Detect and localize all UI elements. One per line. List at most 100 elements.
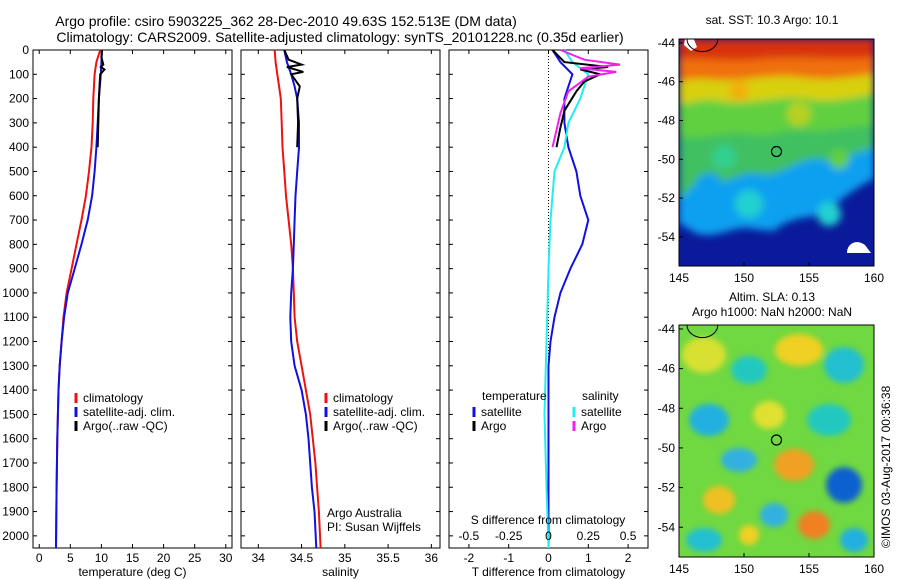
legend-label: satellite-adj. clim.: [333, 405, 425, 419]
sst-heatmap: [679, 39, 874, 266]
x-tick-label: 20: [157, 551, 171, 565]
x-tick-label: 30: [219, 551, 233, 565]
map-lat-tick-label: -44: [658, 322, 676, 336]
map-lon-tick-label: 145: [669, 562, 689, 576]
legend-label: Argo(..raw -QC): [83, 419, 168, 433]
map-lat-tick-label: -46: [658, 75, 676, 89]
depth-tick-label: 900: [9, 262, 29, 276]
map-lat-tick-label: -50: [658, 152, 676, 166]
legend-label: climatology: [333, 391, 393, 405]
difference-profile-panel: -2 -1 0 1 2T difference from climatology temp…: [448, 49, 649, 579]
map-lon-tick-label: 155: [799, 562, 819, 576]
x-tick-label: 34.5: [290, 551, 314, 565]
x-tick-label: 34: [252, 551, 266, 565]
legend-label: Argo(..raw -QC): [333, 419, 418, 433]
depth-tick-label: 700: [9, 213, 29, 227]
map-lat-tick-label: -54: [658, 520, 676, 534]
figure-title-line1: Argo profile: csiro 5903225_362 28-Dec-2…: [55, 13, 517, 29]
map-lat-tick-label: -46: [658, 362, 676, 376]
figure-title-line2: Climatology: CARS2009. Satellite-adjuste…: [56, 29, 623, 45]
x-tick-label: 25: [188, 551, 202, 565]
series-line-temperature-argo: [551, 49, 609, 148]
legend-label: satellite: [481, 405, 522, 419]
depth-tick-label: 100: [9, 67, 29, 81]
legend-label: satellite-adj. clim.: [83, 405, 175, 419]
depth-tick-label: 1300: [2, 359, 29, 373]
x-tick-label: 0: [545, 551, 552, 565]
sla-heatmap: [679, 325, 874, 557]
depth-tick-label: 500: [9, 164, 29, 178]
series-line-satellite-adj-clim-: [283, 49, 318, 549]
legend-label: satellite: [581, 405, 622, 419]
depth-tick-label: 200: [9, 92, 29, 106]
map-lon-tick-label: 155: [799, 271, 819, 285]
depth-tick-label: 1000: [2, 286, 29, 300]
s-tick-label: -0.25: [495, 529, 523, 543]
legend-label: Argo: [581, 419, 607, 433]
depth-tick-label: 600: [9, 189, 29, 203]
depth-tick-label: 1100: [3, 310, 29, 324]
depth-tick-label: 0: [22, 43, 29, 57]
legend-label: climatology: [83, 391, 143, 405]
x-tick-label: 35: [338, 551, 352, 565]
sla-map-panel: Altim. SLA: 0.13 Argo h1000: NaN h2000: …: [658, 290, 885, 576]
series-line-argo-raw-qc-: [283, 49, 306, 148]
plot-frame: [32, 49, 233, 549]
series-line-salinity-satellite: [543, 49, 590, 549]
map-lat-tick-label: -52: [658, 481, 676, 495]
depth-tick-label: 1800: [2, 480, 29, 494]
series-line-climatology: [55, 49, 102, 549]
x-tick-label: 0: [36, 551, 43, 565]
depth-tick-label: 2000: [2, 529, 29, 543]
depth-tick-label: 1900: [2, 505, 29, 519]
legend-group-title: temperature: [482, 389, 547, 403]
series-line-temperature-satellite: [547, 49, 590, 548]
map-lon-tick-label: 160: [864, 271, 884, 285]
s-tick-label: 0.25: [577, 529, 601, 543]
x-tick-label: -1: [503, 551, 514, 565]
s-tick-label: 0.5: [620, 529, 637, 543]
x-tick-label: 2: [625, 551, 632, 565]
map-lat-tick-label: -48: [658, 113, 676, 127]
depth-tick-label: 1600: [2, 432, 29, 446]
pi-note: PI: Susan Wijffels: [327, 520, 421, 534]
x-axis-label: T difference from climatology: [472, 565, 626, 579]
legend-group-title: salinity: [582, 389, 619, 403]
series-line-satellite-adj-clim-: [55, 49, 103, 549]
map-lat-tick-label: -50: [658, 441, 676, 455]
depth-tick-label: 300: [9, 116, 29, 130]
map-lat-tick-label: -54: [658, 230, 676, 244]
sla-map-title-line2: Argo h1000: NaN h2000: NaN: [692, 305, 852, 319]
s-tick-label: -0.5: [459, 529, 480, 543]
depth-tick-label: 1500: [2, 407, 29, 421]
s-tick-label: 0: [545, 529, 552, 543]
depth-tick-label: 1700: [2, 456, 29, 470]
float-position-marker: [770, 145, 783, 158]
x-tick-label: 1: [585, 551, 592, 565]
plot-frame: [240, 49, 441, 549]
map-lon-tick-label: 160: [864, 562, 884, 576]
sst-map-title: sat. SST: 10.3 Argo: 10.1: [706, 13, 839, 27]
depth-tick-label: 800: [9, 237, 29, 251]
temperature-profile-panel: 0100200300400500600700800900100011001200…: [2, 43, 232, 579]
sla-map-title-line1: Altim. SLA: 0.13: [729, 290, 815, 304]
x-tick-label: 10: [95, 551, 109, 565]
x-tick-label: 36: [425, 551, 439, 565]
depth-tick-label: 1200: [2, 335, 29, 349]
x-axis-label: salinity: [322, 565, 359, 579]
coastline-outline: [686, 38, 719, 53]
s-axis-label: S difference from climatology: [471, 513, 626, 527]
salinity-profile-panel: 34 34.5 35 35.5 36 salinity climatologysatelli…: [240, 49, 441, 579]
map-lon-tick-label: 150: [734, 562, 754, 576]
institution-note: Argo Australia: [327, 506, 402, 520]
map-lat-tick-label: -44: [658, 36, 676, 50]
series-line-salinity-argo: [551, 49, 621, 148]
map-lon-tick-label: 145: [669, 271, 689, 285]
depth-tick-label: 400: [9, 140, 29, 154]
depth-tick-label: 1400: [2, 383, 29, 397]
copyright-footer: ©IMOS 03-Aug-2017 00:36:38: [879, 385, 893, 548]
float-position-marker: [770, 434, 783, 446]
x-tick-label: 15: [126, 551, 140, 565]
x-axis-label: temperature (deg C): [78, 565, 186, 579]
